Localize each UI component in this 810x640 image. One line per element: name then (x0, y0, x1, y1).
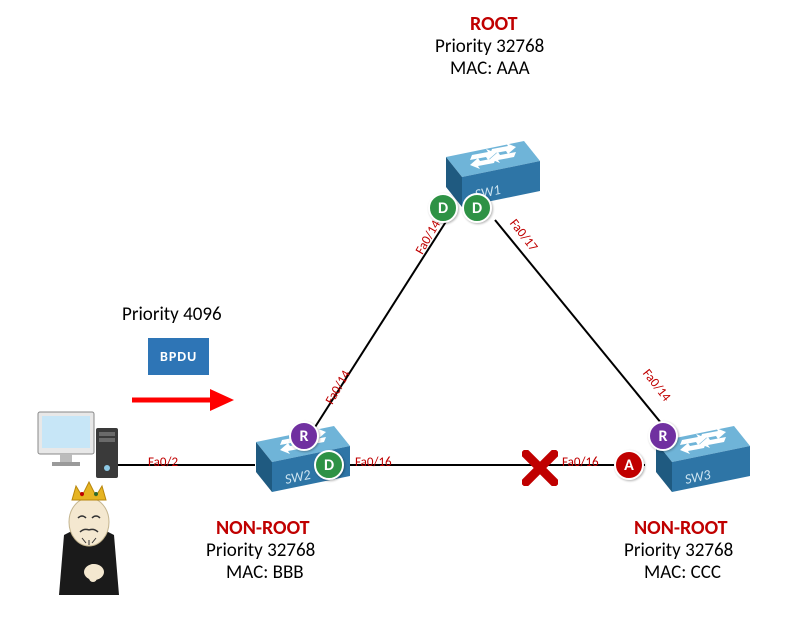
sw3-mac: MAC: CCC (644, 562, 721, 585)
badge-d-sw1-right: D (462, 193, 492, 223)
port-sw3-fa016: Fa0/16 (562, 455, 599, 470)
attacker-priority: Priority 4096 (122, 304, 222, 327)
bpdu-packet-icon: BPDU (148, 338, 209, 375)
sw1-role: ROOT (470, 12, 518, 36)
sw2-mac: MAC: BBB (226, 562, 304, 585)
red-arrow-icon (128, 386, 238, 419)
sw1-mac: MAC: AAA (450, 58, 530, 81)
badge-a-sw3: A (614, 450, 644, 480)
port-sw2-fa014: Fa0/14 (323, 368, 354, 407)
attacker-character-icon (34, 470, 144, 605)
sw1-priority: Priority 32768 (435, 36, 544, 59)
badge-r-sw3: R (648, 421, 678, 451)
port-sw2-fa02: Fa0/2 (148, 455, 178, 470)
sw3-priority: Priority 32768 (624, 540, 733, 563)
badge-r-sw2: R (289, 421, 319, 451)
sw3-role: NON-ROOT (634, 516, 728, 540)
port-sw1-fa017: Fa0/17 (506, 216, 540, 254)
sw2-priority: Priority 32768 (206, 540, 315, 563)
port-sw1-fa014: Fa0/14 (413, 218, 444, 257)
sw2-role: NON-ROOT (216, 516, 310, 540)
port-sw2-fa016: Fa0/16 (355, 455, 392, 470)
port-sw3-fa014: Fa0/14 (639, 366, 673, 404)
badge-d-sw2: D (314, 450, 344, 480)
blocked-x-icon (522, 450, 558, 491)
